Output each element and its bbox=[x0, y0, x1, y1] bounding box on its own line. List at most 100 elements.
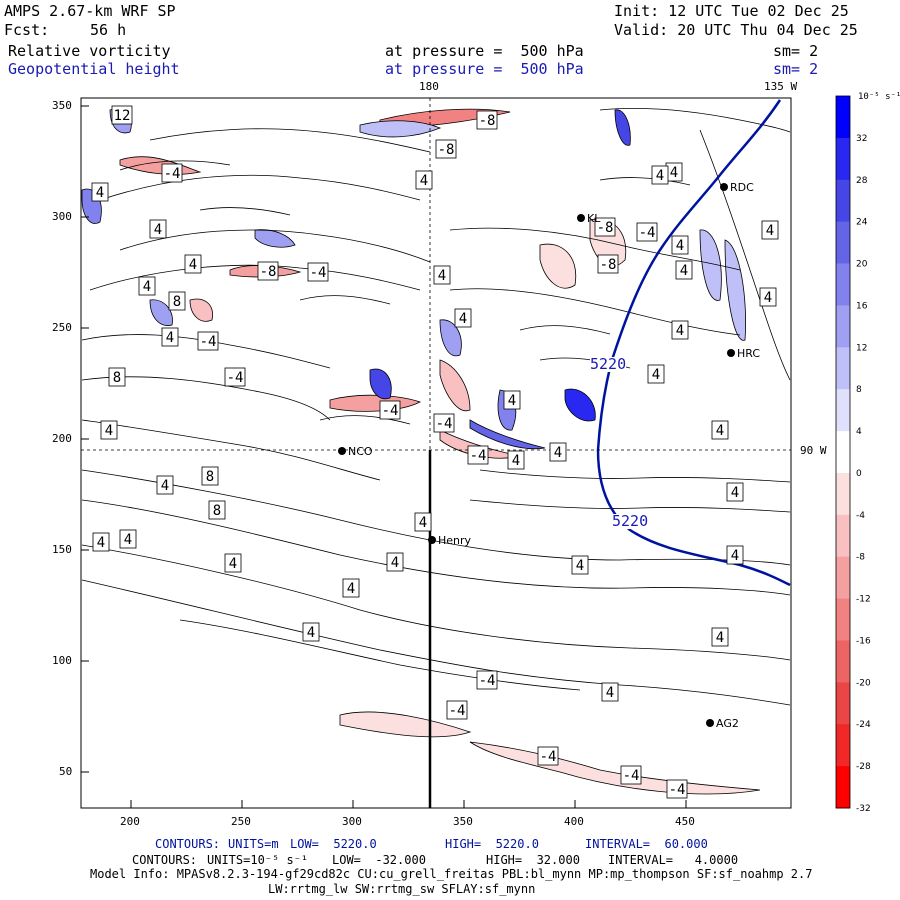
vorticity-label-positive: 4 bbox=[606, 685, 614, 701]
vorticity-label-positive: 4 bbox=[766, 223, 774, 239]
station-marker bbox=[338, 447, 346, 455]
vorticity-label-positive: 4 bbox=[124, 532, 132, 548]
field2-smooth: sm= 2 bbox=[773, 60, 819, 78]
colorbar-tick-label: -16 bbox=[856, 637, 871, 647]
vorticity-label-negative-box bbox=[435, 139, 457, 159]
station-label-nco: NCO bbox=[348, 445, 373, 458]
vorticity-label-positive: 4 bbox=[166, 330, 174, 346]
vorticity-label-negative: -8 bbox=[600, 257, 617, 273]
vorticity-label-negative-box bbox=[597, 254, 619, 274]
y-tick-label: 150 bbox=[52, 543, 72, 556]
vorticity-label-positive: 4 bbox=[731, 485, 739, 501]
vorticity-label-positive-box bbox=[671, 320, 689, 340]
vorticity-label-positive: 4 bbox=[438, 268, 446, 284]
field1-smooth: sm= 2 bbox=[773, 42, 819, 60]
colorbar-tick-label: -20 bbox=[856, 678, 871, 688]
vorticity-label-negative-box bbox=[620, 765, 642, 785]
field2-name: Geopotential height bbox=[8, 60, 180, 78]
colorbar-swatch bbox=[836, 137, 850, 181]
vorticity-label-positive: 4 bbox=[229, 556, 237, 572]
station-markers: RDC KL HRC NCO Henry AG2 bbox=[338, 181, 760, 730]
vorticity-label-negative: -4 bbox=[669, 782, 686, 798]
height-contour-label: 5220 bbox=[590, 355, 627, 373]
vorticity-label-positive: 8 bbox=[113, 370, 121, 386]
colorbar-swatch bbox=[836, 724, 850, 767]
colorbar-swatch bbox=[836, 514, 850, 558]
vorticity-label-negative-box bbox=[379, 400, 401, 420]
station-label-rdc: RDC bbox=[730, 181, 754, 194]
vorticity-label-positive: 4 bbox=[676, 323, 684, 339]
valid-time: Valid: 20 UTC Thu 04 Dec 25 bbox=[614, 21, 858, 39]
vorticity-label-positive-box bbox=[168, 291, 186, 311]
colorbar-swatch bbox=[836, 179, 850, 223]
vorticity-label-negative-box bbox=[636, 222, 658, 242]
vorticity-label-negative-box bbox=[537, 746, 559, 766]
vorticity-label-negative: -4 bbox=[164, 166, 181, 182]
vorticity-label-positive: 4 bbox=[419, 515, 427, 531]
axis-ticks bbox=[81, 105, 687, 808]
vorticity-label-negative-box bbox=[467, 445, 489, 465]
vorticity-label-negative-box bbox=[594, 217, 616, 237]
x-tick-label: 350 bbox=[453, 815, 473, 828]
plot-frame bbox=[80, 97, 792, 809]
vorticity-label-positive-box bbox=[138, 276, 156, 296]
vorticity-label-positive: 4 bbox=[670, 165, 678, 181]
y-tick-label: 250 bbox=[52, 321, 72, 334]
vorticity-label-negative: -4 bbox=[449, 703, 466, 719]
vorticity-label-positive-box bbox=[711, 627, 729, 647]
y-tick-label: 100 bbox=[52, 654, 72, 667]
vorticity-label-positive-box bbox=[675, 260, 693, 280]
vorticity-label-positive-box bbox=[647, 364, 665, 384]
vorticity-label-positive: 8 bbox=[213, 503, 221, 519]
colorbar-tick-label: -32 bbox=[856, 804, 871, 814]
vorticity-label-positive-box bbox=[386, 552, 404, 572]
vorticity-label-positive: 4 bbox=[420, 173, 428, 189]
forecast-hours: 56 h bbox=[90, 21, 127, 39]
vorticity-label-positive: 4 bbox=[512, 453, 520, 469]
vorticity-label-positive-box bbox=[100, 420, 118, 440]
vorticity-label-negative-box bbox=[307, 262, 329, 282]
vorticity-label-positive-box bbox=[108, 367, 126, 387]
colorbar-swatch bbox=[836, 305, 850, 348]
colorbar-tick-label: 32 bbox=[856, 134, 867, 144]
x-tick-label: 250 bbox=[231, 815, 251, 828]
vorticity-label-positive-box bbox=[224, 553, 242, 573]
vorticity-label-positive: 4 bbox=[680, 263, 688, 279]
y-tick-label: 350 bbox=[52, 99, 72, 112]
colorbar-tick-label: 4 bbox=[856, 427, 862, 437]
vorticity-label-negative-box bbox=[476, 670, 498, 690]
station-label-hrc: HRC bbox=[737, 347, 760, 360]
y-tick-label: 50 bbox=[59, 765, 73, 778]
vorticity-label-positive: 4 bbox=[189, 257, 197, 273]
vorticity-label-positive-box bbox=[92, 532, 110, 552]
x-tick-label: 200 bbox=[120, 815, 140, 828]
vorticity-label-positive: 4 bbox=[105, 423, 113, 439]
colorbar-swatch bbox=[836, 598, 850, 641]
vorticity-label-positive-box bbox=[601, 682, 619, 702]
vorticity-label-negative: -4 bbox=[310, 265, 327, 281]
vorticity-label-negative: -4 bbox=[382, 403, 399, 419]
vorticity-label-positive: 4 bbox=[554, 445, 562, 461]
meridian-label-top: 180 bbox=[419, 80, 439, 93]
colorbar-swatch bbox=[836, 472, 850, 516]
vorticity-label-positive: 4 bbox=[508, 393, 516, 409]
station-marker bbox=[428, 536, 436, 544]
colorbar-swatch bbox=[836, 682, 850, 725]
vorticity-label-positive-box bbox=[759, 287, 777, 307]
contours2-prefix: CONTOURS: bbox=[132, 853, 198, 867]
colorbar-swatch bbox=[836, 263, 850, 306]
station-marker bbox=[720, 183, 728, 191]
vorticity-label-positive-box bbox=[507, 450, 525, 470]
colorbar-swatch bbox=[836, 556, 850, 600]
vorticity-label-positive-box bbox=[161, 327, 179, 347]
height-contour-label: 5220 bbox=[612, 512, 649, 530]
station-marker bbox=[577, 214, 585, 222]
height-contour-5220 bbox=[596, 99, 791, 587]
forecast-label: Fcst: bbox=[4, 21, 50, 39]
vorticity-label-negative: -4 bbox=[436, 416, 453, 432]
vorticity-label-positive-box bbox=[201, 466, 219, 486]
vorticity-label-positive: 4 bbox=[154, 222, 162, 238]
contours1-low: LOW= 5220.0 bbox=[290, 837, 377, 851]
contours2-high: HIGH= 32.000 bbox=[486, 853, 580, 867]
vorticity-label-positive-box bbox=[711, 420, 729, 440]
